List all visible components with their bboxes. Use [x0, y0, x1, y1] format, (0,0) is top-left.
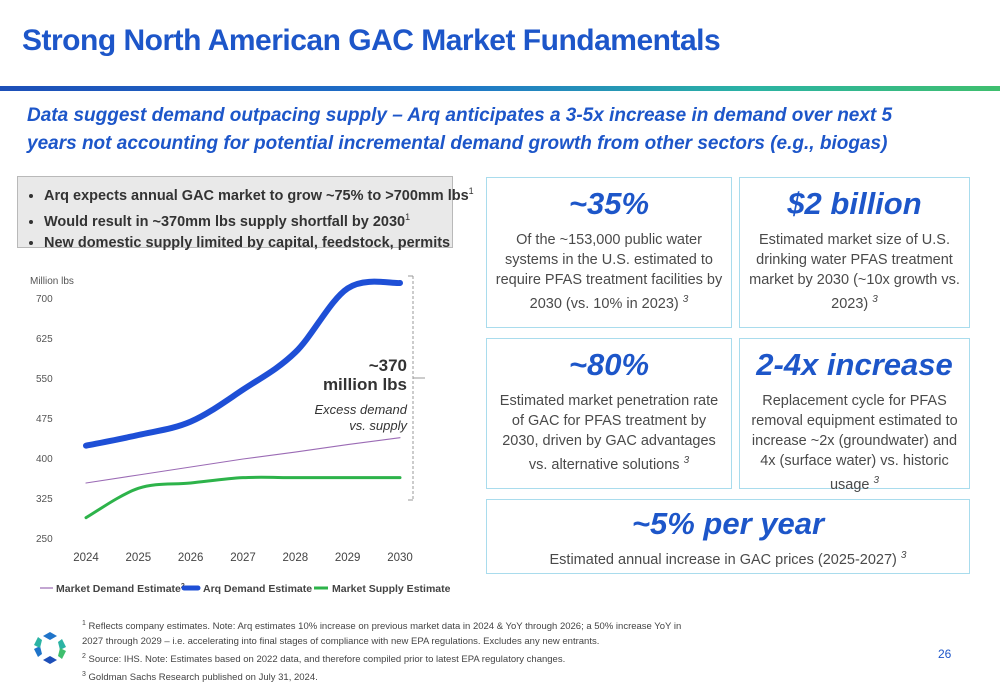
key-points-box: Arq expects annual GAC market to grow ~7…	[17, 176, 474, 251]
stat-value: ~35%	[568, 186, 650, 221]
x-tick-label: 2026	[178, 552, 204, 564]
y-tick-label: 325	[36, 494, 53, 505]
footnotes: 1 Reflects company estimates. Note: Arq …	[82, 616, 702, 685]
stat-value: $2 billion	[787, 186, 922, 221]
y-tick-label: 400	[36, 454, 53, 465]
legend-label-market-supply: Market Supply Estimate2	[332, 583, 450, 595]
page-number: 26	[938, 647, 952, 661]
series-line-market-supply	[84, 475, 402, 520]
stat-card-pfas-systems: ~35% Of the ~153,000 public water system…	[486, 177, 732, 328]
y-tick-label: 475	[36, 414, 53, 425]
stat-description: Estimated annual increase in GAC prices …	[549, 550, 907, 568]
chart-legend: Market Demand Estimate2 Arq Demand Estim…	[40, 583, 450, 595]
x-tick-label: 2024	[73, 552, 99, 564]
x-tick-label: 2027	[230, 552, 256, 564]
legend-label-arq-demand: Arq Demand Estimate	[203, 583, 312, 595]
series-line-market-demand	[85, 437, 401, 484]
stat-card-market-size: $2 billion Estimated market size of U.S.…	[739, 177, 970, 328]
y-tick-label: 625	[36, 334, 53, 345]
bullet-supply-shortfall: Would result in ~370mm lbs supply shortf…	[44, 207, 444, 233]
gac-demand-supply-chart: Million lbs 250 325 400 475 550 625 700 2024 20…	[30, 275, 450, 595]
y-tick-label: 550	[36, 374, 53, 385]
x-tick-label: 2028	[283, 552, 309, 564]
gap-unit: million lbs	[323, 375, 407, 394]
stat-description: Of the ~153,000 public water systems in …	[495, 232, 723, 312]
footnote-3: 3 Goldman Sachs Research published on Ju…	[82, 671, 318, 684]
series-line-arq-demand	[83, 278, 403, 449]
bullet-market-growth: Arq expects annual GAC market to grow ~7…	[44, 181, 474, 207]
stat-description: Replacement cycle for PFAS removal equip…	[751, 393, 958, 493]
bullet-supply-limits: New domestic supply limited by capital, …	[44, 233, 450, 254]
legend-label-market-demand: Market Demand Estimate2	[56, 583, 185, 595]
gap-value: ~370	[369, 356, 407, 375]
stat-description: Estimated market size of U.S. drinking w…	[749, 232, 960, 312]
x-tick-label: 2025	[126, 552, 152, 564]
stat-card-gac-price: ~5% per year Estimated annual increase i…	[486, 499, 970, 574]
company-logo	[34, 632, 66, 664]
page-subtitle: Data suggest demand outpacing supply – A…	[27, 105, 893, 154]
footnote-1: 1 Reflects company estimates. Note: Arq …	[82, 620, 682, 648]
gap-note-line1: Excess demand	[315, 402, 408, 417]
footnote-2: 2 Source: IHS. Note: Estimates based on …	[82, 653, 566, 666]
stat-value: ~5% per year	[631, 506, 825, 541]
y-tick-label: 700	[36, 294, 53, 305]
page-title: Strong North American GAC Market Fundame…	[22, 24, 721, 57]
stat-value: 2-4x increase	[756, 347, 953, 382]
stat-card-replacement-cycle: 2-4x increase Replacement cycle for PFAS…	[739, 338, 970, 493]
title-divider	[0, 86, 1000, 91]
stat-value: ~80%	[568, 347, 650, 382]
stat-card-gac-penetration: ~80% Estimated market penetration rate o…	[486, 338, 732, 489]
stat-description: Estimated market penetration rate of GAC…	[499, 393, 719, 473]
x-tick-label: 2029	[335, 552, 361, 564]
y-tick-label: 250	[36, 534, 53, 545]
x-tick-label: 2030	[387, 552, 413, 564]
gap-note-line2: vs. supply	[349, 418, 408, 433]
y-axis-label: Million lbs	[30, 276, 74, 287]
